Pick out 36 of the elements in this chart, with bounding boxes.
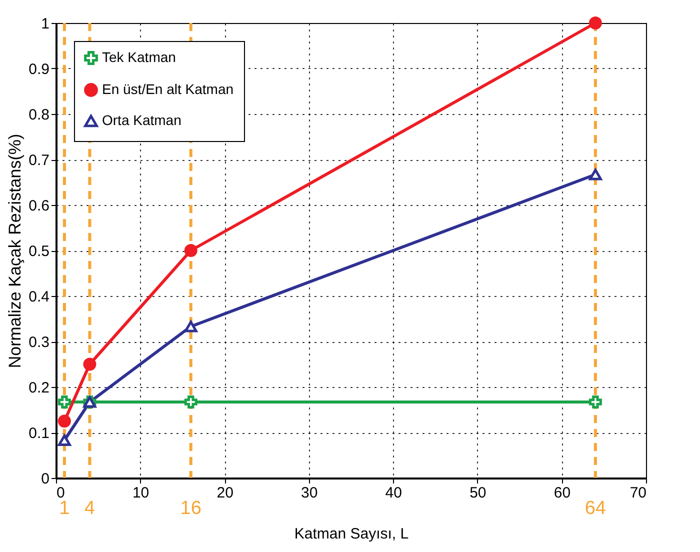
legend-label: Orta Katman: [102, 112, 182, 128]
y-tick-label: 0.6: [28, 198, 50, 214]
point: [58, 414, 71, 428]
ref-line-label: 4: [84, 498, 96, 519]
x-tick-label: 50: [470, 484, 486, 502]
point: [588, 16, 602, 30]
x-tick-label: 20: [216, 484, 234, 502]
y-axis-title: Normalize Kaçak Rezistans(%): [6, 134, 25, 368]
ref-line-label: 64: [584, 498, 606, 519]
ref-line-label: 16: [180, 498, 202, 519]
legend-label: Tek Katman: [102, 49, 176, 65]
y-tick-label: 1: [41, 16, 50, 32]
y-tick-label: 0.5: [28, 243, 50, 260]
point: [184, 244, 198, 257]
point: [58, 434, 71, 446]
y-tick-label: 0.1: [28, 425, 50, 442]
point: [184, 396, 198, 409]
y-tick-label: 0.9: [28, 61, 50, 78]
x-tick-label: 60: [554, 484, 571, 502]
point: [58, 396, 71, 409]
x-tick-label: 30: [301, 484, 318, 502]
y-tick-label: 0.8: [28, 106, 50, 124]
legend-label: En üst/En alt Katman: [102, 81, 234, 97]
y-tick-label: 0.2: [28, 380, 50, 396]
point: [588, 396, 602, 409]
x-tick-label: 70: [630, 484, 646, 502]
point: [83, 358, 96, 371]
y-tick-label: 0: [41, 470, 50, 488]
point: [588, 168, 602, 180]
y-tick-label: 0.7: [28, 152, 50, 169]
y-tick-label: 0.3: [28, 334, 50, 351]
x-tick-label: 40: [385, 484, 402, 502]
x-tick-label: 10: [132, 484, 150, 502]
x-axis-title: Katman Sayısı, L: [294, 526, 409, 542]
point: [184, 320, 198, 332]
y-tick-label: 0.4: [28, 288, 50, 306]
